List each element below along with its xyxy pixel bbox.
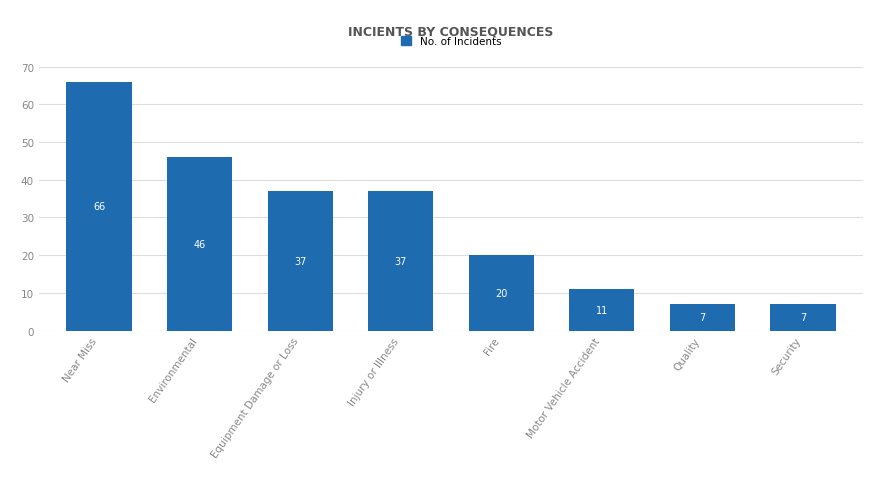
Legend: No. of Incidents: No. of Incidents — [397, 33, 506, 51]
Bar — [268, 192, 333, 331]
Text: 66: 66 — [93, 202, 105, 212]
Bar — [368, 192, 433, 331]
Text: 37: 37 — [394, 256, 407, 266]
Text: 11: 11 — [596, 305, 608, 315]
Bar — [569, 289, 635, 331]
Text: 7: 7 — [699, 313, 705, 323]
Bar — [167, 158, 232, 331]
Text: 46: 46 — [194, 240, 206, 249]
Bar — [770, 305, 835, 331]
Bar — [469, 256, 534, 331]
Bar — [66, 83, 132, 331]
Bar — [670, 305, 735, 331]
Title: INCIENTS BY CONSEQUENCES: INCIENTS BY CONSEQUENCES — [348, 25, 553, 38]
Text: 20: 20 — [495, 288, 507, 298]
Text: 7: 7 — [800, 313, 806, 323]
Text: 37: 37 — [294, 256, 307, 266]
